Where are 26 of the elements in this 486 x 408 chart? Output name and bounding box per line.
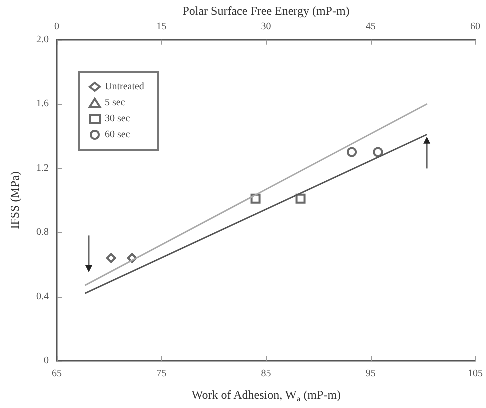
y-tick-label: 0.8 (36, 227, 49, 238)
y-tick-label: 1.6 (36, 98, 49, 110)
point (373, 147, 384, 158)
x-tick-label: 105 (468, 368, 483, 380)
x-tick-label: 65 (52, 368, 62, 380)
y-axis-title: IFSS (MPa) (8, 172, 22, 230)
legend-label: 60 sec (105, 130, 131, 140)
legend-label: Untreated (105, 82, 144, 92)
point (106, 253, 116, 264)
x-tick-label: 95 (366, 368, 376, 380)
legend-label: 30 sec (105, 114, 131, 124)
y-tick-label: 0.4 (36, 291, 49, 302)
x2-tick-label: 0 (54, 21, 60, 32)
x2-axis-title: Polar Surface Free Energy (mP-m) (182, 4, 350, 18)
y-tick-label: 2.0 (36, 34, 49, 46)
point (296, 194, 306, 204)
y-tick-label: 0 (44, 356, 49, 366)
x2-tick-label: 60 (470, 21, 480, 32)
legend-label: 5 sec (105, 98, 126, 108)
x-tick-label: 75 (156, 368, 167, 380)
point (347, 147, 358, 158)
x2-tick-label: 30 (261, 21, 272, 32)
x2-tick-label: 45 (366, 21, 376, 32)
x-tick-label: 85 (261, 368, 272, 380)
y-tick-label: 1.2 (36, 162, 49, 174)
x2-tick-label: 15 (156, 21, 167, 32)
